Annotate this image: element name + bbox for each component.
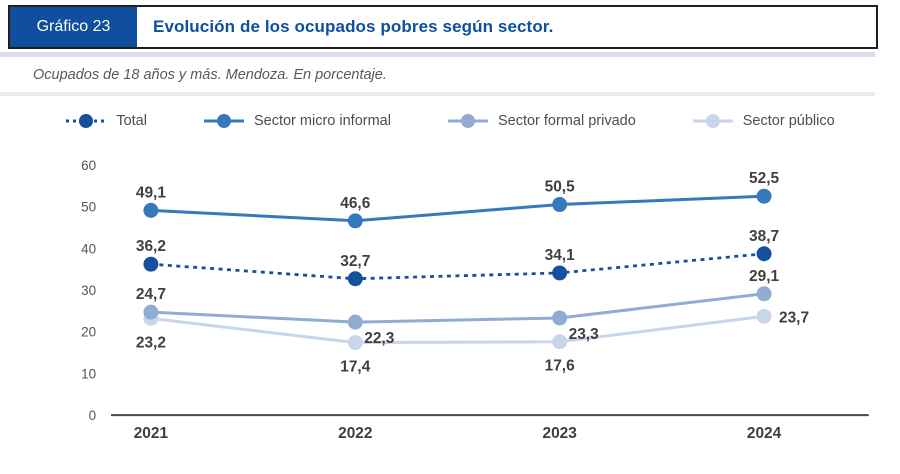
data-point bbox=[552, 197, 568, 213]
chart-subtitle: Ocupados de 18 años y más. Mendoza. En p… bbox=[33, 67, 387, 83]
y-tick-label: 0 bbox=[89, 408, 96, 423]
data-label: 24,7 bbox=[136, 286, 166, 303]
data-label: 52,5 bbox=[749, 170, 779, 187]
data-label: 46,6 bbox=[340, 195, 370, 212]
chart-number-tag: Gráfico 23 bbox=[10, 7, 137, 47]
data-point bbox=[756, 188, 772, 204]
page-title: Evolución de los ocupados pobres según s… bbox=[153, 17, 554, 36]
series-line bbox=[150, 292, 765, 324]
chart-header: Gráfico 23 Evolución de los ocupados pob… bbox=[8, 5, 878, 49]
data-label: 29,1 bbox=[749, 268, 779, 285]
legend-label: Sector formal privado bbox=[497, 113, 636, 129]
y-tick-label: 40 bbox=[81, 241, 96, 256]
y-tick-label: 10 bbox=[81, 366, 96, 381]
legend-label: Sector público bbox=[742, 113, 835, 129]
y-tick-label: 60 bbox=[81, 158, 96, 173]
series-line bbox=[150, 252, 765, 281]
data-label: 32,7 bbox=[340, 253, 370, 270]
data-point bbox=[347, 335, 363, 351]
data-label: 36,2 bbox=[136, 238, 166, 255]
divider-bottom bbox=[0, 92, 875, 96]
data-label: 17,4 bbox=[340, 358, 370, 375]
data-label: 50,5 bbox=[545, 179, 575, 196]
data-point bbox=[552, 265, 568, 281]
y-tick-label: 30 bbox=[81, 283, 96, 298]
y-tick-label: 20 bbox=[81, 325, 96, 340]
data-point bbox=[143, 202, 159, 218]
data-point bbox=[756, 246, 772, 262]
series-line bbox=[150, 194, 765, 223]
legend-item-3: Sector público bbox=[692, 112, 835, 130]
data-point bbox=[552, 310, 568, 326]
chart-svg: 0 10 20 30 40 50 60 2021 2022 2023 2024 36,2 32,7 34,… bbox=[81, 158, 869, 442]
x-tick-label: 2024 bbox=[747, 425, 782, 442]
legend-marker-icon bbox=[447, 114, 488, 128]
data-point bbox=[756, 308, 772, 324]
legend-label: Sector micro informal bbox=[253, 113, 391, 129]
divider-top bbox=[0, 52, 875, 57]
data-label: 23,2 bbox=[136, 334, 166, 351]
data-label: 38,7 bbox=[749, 228, 779, 245]
data-label: 17,6 bbox=[545, 358, 575, 375]
legend-marker-icon bbox=[203, 114, 244, 128]
x-tick-label: 2023 bbox=[542, 425, 577, 442]
legend-item-1: Sector micro informal bbox=[203, 112, 391, 130]
y-tick-label: 50 bbox=[81, 200, 96, 215]
data-point bbox=[347, 213, 363, 229]
data-point bbox=[143, 256, 159, 272]
data-point bbox=[552, 334, 568, 350]
data-point bbox=[756, 286, 772, 302]
x-tick-label: 2021 bbox=[134, 425, 169, 442]
data-label: 34,1 bbox=[545, 247, 575, 264]
legend-label: Total bbox=[116, 113, 147, 129]
chart-legend: Total Sector micro informal Sector formal … bbox=[0, 108, 900, 134]
data-label: 23,7 bbox=[779, 309, 809, 326]
legend-marker-icon bbox=[66, 114, 107, 128]
legend-marker-icon bbox=[692, 114, 733, 128]
legend-item-0: Total bbox=[65, 112, 147, 130]
data-point bbox=[143, 304, 159, 320]
data-point bbox=[347, 314, 363, 330]
data-point bbox=[347, 271, 363, 287]
data-label: 22,3 bbox=[364, 330, 394, 347]
series-line bbox=[150, 314, 765, 345]
data-label: 49,1 bbox=[136, 184, 166, 201]
data-label: 23,3 bbox=[569, 326, 599, 343]
legend-item-2: Sector formal privado bbox=[447, 112, 636, 130]
x-tick-label: 2022 bbox=[338, 425, 372, 442]
